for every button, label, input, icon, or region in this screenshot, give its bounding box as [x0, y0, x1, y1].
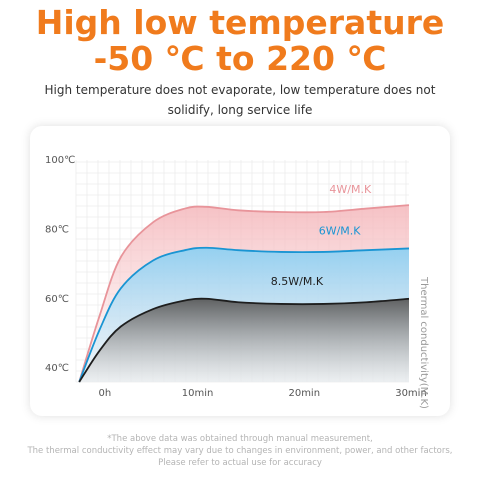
- y-tick-label: 40℃: [45, 363, 69, 374]
- y-tick-label: 60℃: [45, 294, 69, 305]
- x-tick-label: 20min: [288, 388, 320, 399]
- y-tick-label: 80℃: [45, 224, 69, 235]
- series-area-2: [79, 298, 410, 382]
- subtitle-line-2: solidify, long service life: [167, 103, 313, 117]
- series-label-2: 8.5W/M.K: [271, 275, 324, 288]
- series-label-1: 6W/M.K: [319, 225, 362, 238]
- y-axis-label: Thermal conductivity(M.K): [418, 276, 429, 409]
- footnote: *The above data was obtained through man…: [20, 433, 460, 469]
- chart-lines: [78, 204, 410, 383]
- page-title-line-1: High low temperature: [35, 3, 445, 42]
- page-subtitle: High temperature does not evaporate, low…: [40, 80, 440, 120]
- page-title-line-2: -50 ℃ to 220 ℃: [93, 39, 387, 78]
- chart-areas: [79, 205, 410, 382]
- footnote-line-1: *The above data was obtained through man…: [107, 434, 373, 444]
- subtitle-line-1: High temperature does not evaporate, low…: [44, 83, 436, 97]
- series-line-2: [78, 297, 410, 383]
- x-tick-label: 0h: [98, 388, 111, 399]
- series-line-1: [78, 246, 410, 383]
- x-tick-label: 10min: [182, 388, 214, 399]
- chart-labels: 4W/M.K 6W/M.K 8.5W/M.K 40℃ 60℃ 80℃ 100℃ 0h 10min…: [45, 155, 429, 409]
- series-label-0: 4W/M.K: [329, 183, 372, 196]
- footnote-line-2: The thermal conductivity effect may vary…: [27, 446, 453, 456]
- x-tick-label: 30min: [395, 388, 427, 399]
- y-tick-label: 100℃: [45, 155, 75, 166]
- series-line-0: [78, 204, 410, 383]
- footnote-line-3: Please refer to actual use for accuracy: [158, 458, 322, 468]
